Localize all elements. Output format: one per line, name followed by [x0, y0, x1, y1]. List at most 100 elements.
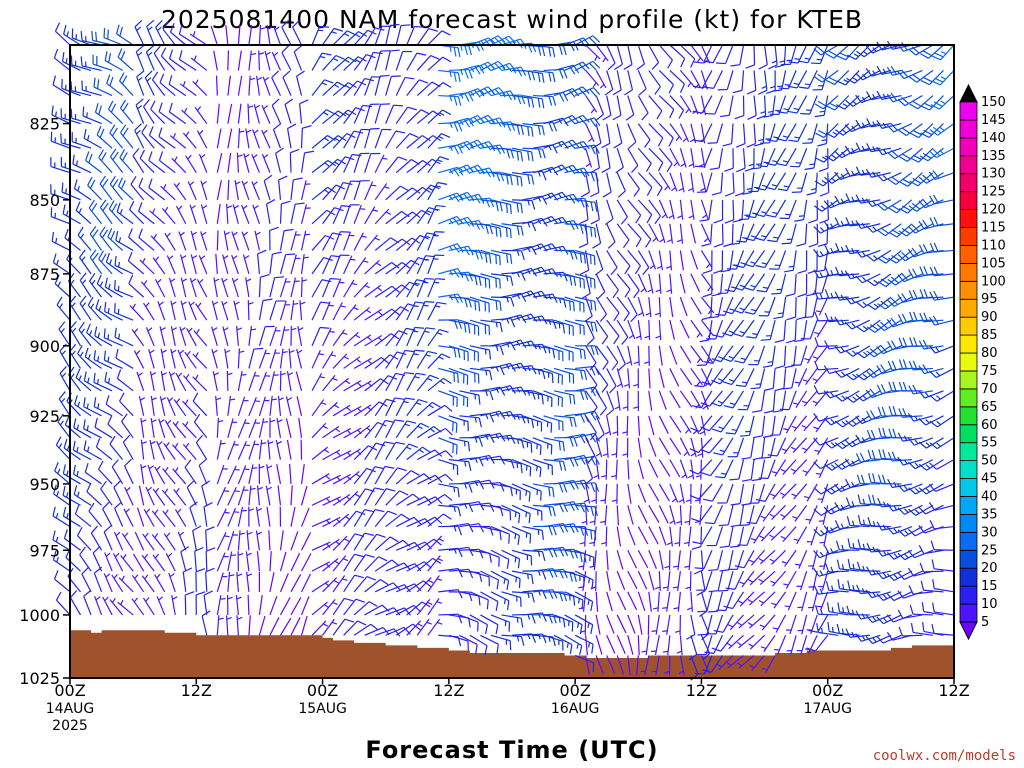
barb-feather: [70, 590, 78, 599]
barb-staff: [263, 180, 271, 201]
barb-staff: [81, 65, 102, 71]
barb-feather: [374, 487, 384, 491]
barb-staff: [353, 425, 371, 439]
barb-half-feather: [157, 441, 163, 446]
barb-staff: [186, 328, 197, 347]
barb-half-feather: [271, 398, 277, 401]
barb-half-feather: [144, 574, 149, 580]
wind-barb: [277, 485, 282, 506]
wind-barb: [311, 446, 330, 461]
barb-half-feather: [97, 403, 100, 409]
barb-half-feather: [145, 302, 150, 307]
wind-barb: [232, 204, 239, 224]
barb-feather: [488, 279, 491, 289]
wind-barb: [61, 52, 81, 71]
wind-barb: [374, 74, 390, 96]
wind-barb: [227, 179, 230, 200]
barb-feather: [539, 445, 542, 455]
barb-staff: [300, 464, 305, 485]
barb-half-feather: [525, 490, 528, 496]
wind-barb: [269, 417, 276, 438]
barb-staff: [227, 128, 233, 149]
barb-staff: [364, 52, 374, 71]
barb-staff: [322, 401, 338, 417]
barb-feather: [80, 56, 83, 66]
barb-half-feather: [248, 508, 254, 512]
wind-barb: [105, 252, 123, 275]
barb-half-feather: [109, 259, 112, 265]
barb-half-feather: [57, 281, 61, 287]
barb-staff: [59, 373, 71, 392]
wind-barb: [256, 551, 261, 572]
barb-feather: [61, 52, 65, 62]
barb-half-feather: [255, 231, 261, 236]
barb-feather: [380, 578, 389, 586]
barb-half-feather: [59, 303, 64, 309]
wind-barb: [332, 56, 357, 71]
wind-barb: [332, 535, 350, 551]
barb-staff: [93, 359, 113, 369]
wind-barb: [138, 396, 146, 416]
barb-staff: [374, 354, 391, 369]
barb-staff: [237, 75, 243, 96]
wind-barb: [248, 371, 260, 392]
barb-half-feather: [170, 372, 176, 377]
barb-staff: [51, 140, 71, 149]
barb-half-feather: [377, 287, 383, 292]
barb-feather: [85, 151, 90, 161]
barb-staff: [205, 571, 208, 592]
barb-feather: [104, 277, 108, 288]
wind-barb: [353, 180, 370, 201]
barb-half-feather: [107, 334, 110, 340]
wind-barb: [159, 396, 167, 416]
barb-staff: [311, 327, 321, 347]
barb-half-feather: [218, 617, 224, 620]
barb-staff: [243, 153, 250, 173]
barb-staff: [257, 253, 261, 274]
wind-barb: [311, 79, 334, 96]
barb-staff: [63, 447, 81, 461]
wind-barb: [180, 546, 190, 572]
barb-staff: [189, 33, 208, 46]
wind-barb: [226, 203, 233, 224]
wind-barb: [79, 249, 92, 275]
wind-barb: [160, 348, 167, 369]
barb-staff: [322, 599, 336, 616]
wind-barb: [148, 349, 155, 369]
barb-half-feather: [267, 26, 273, 30]
barb-staff: [275, 439, 282, 460]
barb-staff: [311, 52, 323, 71]
barb-staff: [109, 443, 124, 460]
barb-staff: [145, 486, 155, 506]
wind-barb: [311, 52, 332, 71]
wind-barb: [114, 501, 124, 527]
barb-feather: [285, 253, 296, 256]
wind-barb: [237, 530, 245, 551]
barb-half-feather: [223, 490, 230, 492]
wind-barb: [263, 174, 273, 201]
barb-feather: [260, 274, 270, 278]
barb-half-feather: [213, 372, 219, 376]
wind-barb: [269, 226, 279, 251]
wind-barb: [343, 380, 362, 392]
wind-barb: [364, 51, 383, 71]
barb-half-feather: [256, 77, 263, 81]
barb-staff: [119, 80, 134, 96]
barb-staff: [235, 594, 239, 615]
barb-staff: [82, 89, 102, 97]
barb-staff: [286, 371, 292, 391]
barb-half-feather: [71, 350, 76, 356]
wind-barb: [364, 533, 386, 551]
barb-staff: [216, 464, 225, 485]
wind-barb: [72, 154, 92, 174]
barb-staff: [140, 417, 145, 438]
barb-staff: [180, 254, 187, 275]
barb-staff: [311, 235, 326, 251]
wind-barb: [278, 175, 288, 200]
barb-half-feather: [145, 597, 150, 602]
barb-staff: [64, 537, 81, 551]
barb-staff: [279, 551, 287, 572]
barb-staff: [51, 240, 71, 251]
wind-barb: [152, 487, 166, 506]
barb-staff: [332, 156, 346, 174]
